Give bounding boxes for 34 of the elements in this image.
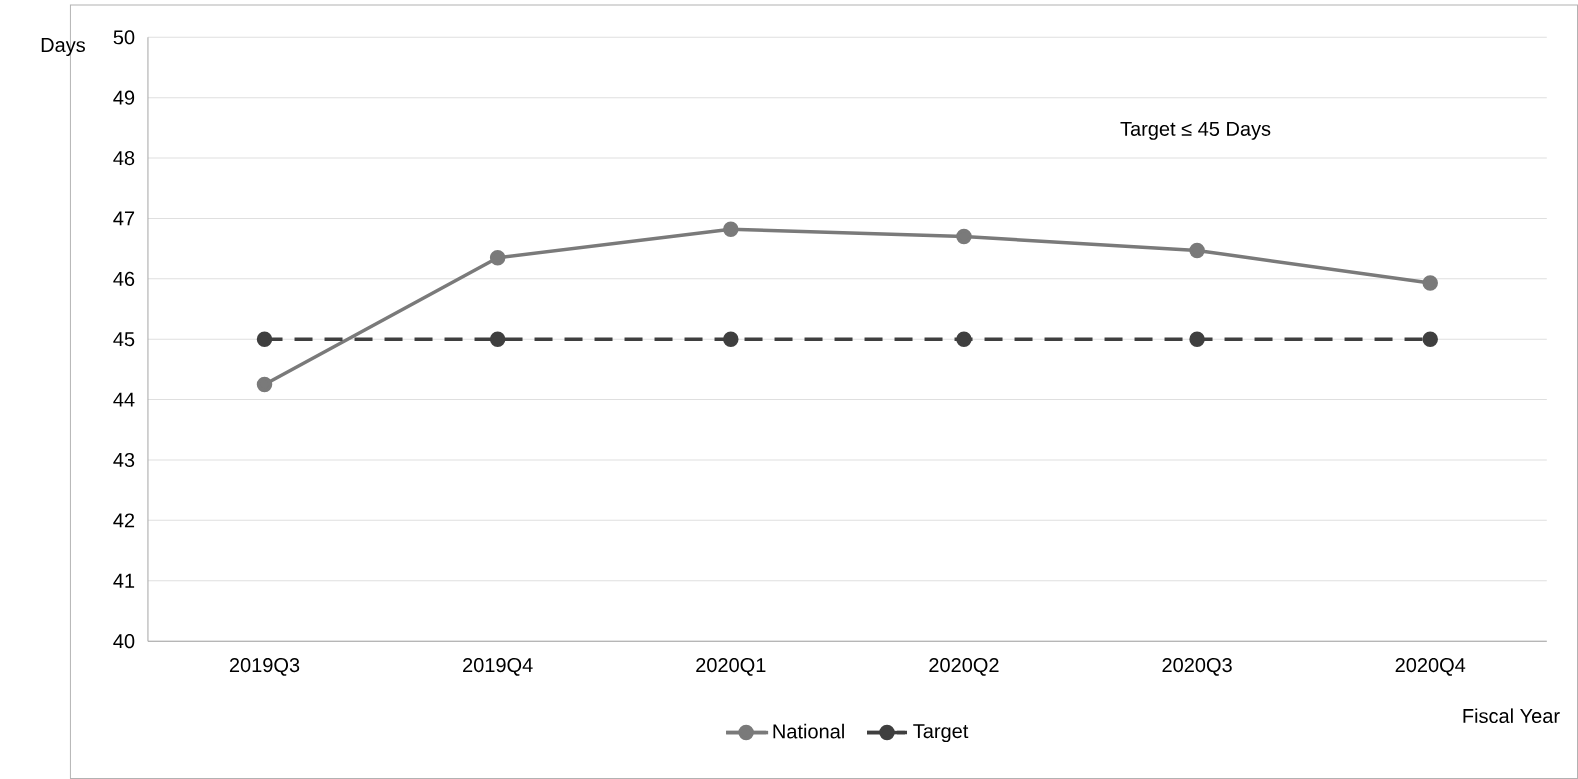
x-tick-label: 2019Q4: [463, 658, 533, 676]
y-tick-label: 48: [113, 150, 135, 166]
point: [1422, 275, 1438, 291]
point: [723, 331, 739, 347]
legend-label: National: [773, 723, 844, 739]
x-tick-label: 2020Q2: [929, 658, 999, 676]
x-tick-label: 2019Q3: [229, 658, 300, 676]
x-tick-label: 2020Q1: [696, 658, 766, 676]
y-tick-label: 44: [113, 392, 135, 407]
point: [956, 331, 972, 347]
y-tick-label: 42: [113, 513, 135, 528]
point: [256, 331, 273, 347]
annotation: Target ≤ 45 Days: [1120, 121, 1271, 140]
point: [1422, 331, 1438, 347]
legend-label: Target: [913, 724, 969, 743]
y-tick-label: 46: [113, 271, 135, 286]
y-tick-label: 45: [113, 332, 135, 347]
y-tick-label: 47: [113, 211, 135, 226]
point: [1189, 331, 1205, 347]
x-tick-label: 2020Q4: [1395, 658, 1466, 676]
point: [256, 376, 273, 393]
x-tick-label: 2020Q3: [1162, 658, 1232, 676]
point: [489, 249, 506, 266]
point: [956, 228, 972, 245]
point: [1189, 242, 1205, 259]
y-tick-label: 40: [113, 634, 135, 649]
y-tick-label: 49: [113, 90, 135, 105]
point: [489, 331, 506, 347]
point: [723, 221, 739, 238]
x-axis-title: Fiscal Year: [1463, 708, 1560, 724]
y-tick-label: 50: [113, 30, 135, 45]
y-axis-title: Days: [41, 38, 85, 57]
y-tick-label: 41: [113, 573, 135, 588]
y-tick-label: 43: [113, 452, 135, 468]
